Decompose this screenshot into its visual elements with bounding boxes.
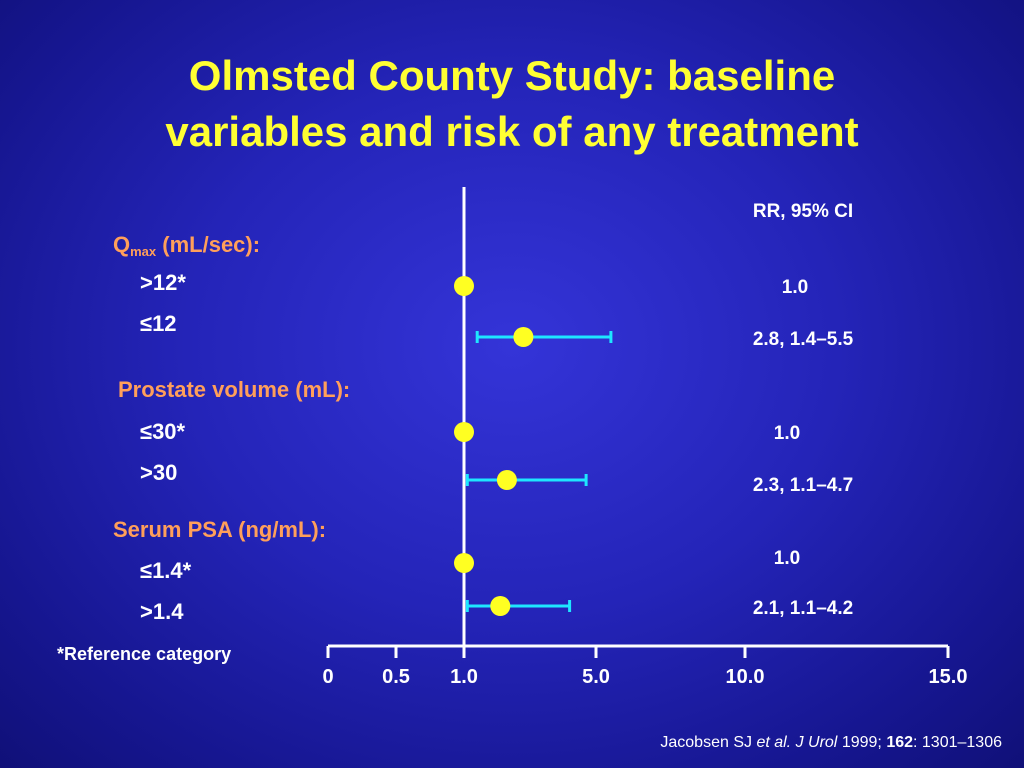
rr-point [454, 553, 474, 573]
title-line-2: variables and risk of any treatment [165, 108, 859, 155]
citation-authors: Jacobsen SJ [660, 734, 752, 751]
group-label-qmax-rest: (mL/sec): [156, 232, 261, 257]
citation-volume: 162 [886, 734, 914, 751]
rr-point [490, 596, 511, 616]
rr-value-qmax-gt12: 1.0 [781, 277, 809, 298]
x-tick-label: 0.5 [382, 666, 410, 688]
group-label-serum-psa: Serum PSA (ng/mL): [113, 517, 327, 542]
rr-value-volume-gt30: 2.3, 1.1–4.7 [752, 475, 854, 496]
slide-title: Olmsted County Study: baseline variables… [0, 48, 1024, 160]
x-tick-label: 15.0 [929, 666, 968, 688]
group-label-qmax-main: Q [113, 232, 131, 257]
x-tick-label: 5.0 [582, 666, 610, 688]
x-tick-label: 0 [322, 666, 333, 688]
group-label-prostate-volume: Prostate volume (mL): [118, 377, 351, 402]
item-label-psa-gt14: >1.4 [140, 599, 184, 624]
x-tick-label: 1.0 [450, 666, 478, 688]
rr-point [454, 422, 474, 442]
reference-footnote: *Reference category [57, 644, 232, 664]
citation-pages: : 1301–1306 [913, 734, 1002, 751]
item-label-psa-le14: ≤1.4* [140, 558, 192, 583]
rr-value-psa-le14: 1.0 [773, 548, 801, 569]
rr-column-header: RR, 95% CI [752, 201, 854, 222]
rr-point [496, 470, 517, 490]
rr-point [454, 276, 474, 296]
rr-value-psa-gt14: 2.1, 1.1–4.2 [752, 598, 854, 619]
citation-etal: et al. [756, 734, 792, 751]
title-line-1: Olmsted County Study: baseline [188, 52, 836, 99]
rr-value-qmax-le12: 2.8, 1.4–5.5 [752, 329, 854, 350]
item-label-volume-gt30: >30 [140, 460, 178, 485]
citation-year: 1999; [841, 734, 882, 751]
citation: Jacobsen SJ et al. J Urol 1999; 162: 130… [660, 734, 1002, 752]
item-label-qmax-gt12: >12* [140, 270, 186, 295]
rr-point [513, 327, 534, 347]
rr-value-volume-le30: 1.0 [773, 423, 801, 444]
citation-journal: J Urol [795, 734, 838, 751]
group-label-qmax-sub: max [130, 244, 157, 259]
item-label-qmax-le12: ≤12 [140, 311, 177, 336]
group-label-qmax: Qmax (mL/sec): [113, 232, 260, 259]
item-label-volume-le30: ≤30* [140, 419, 186, 444]
x-tick-label: 10.0 [726, 666, 765, 688]
